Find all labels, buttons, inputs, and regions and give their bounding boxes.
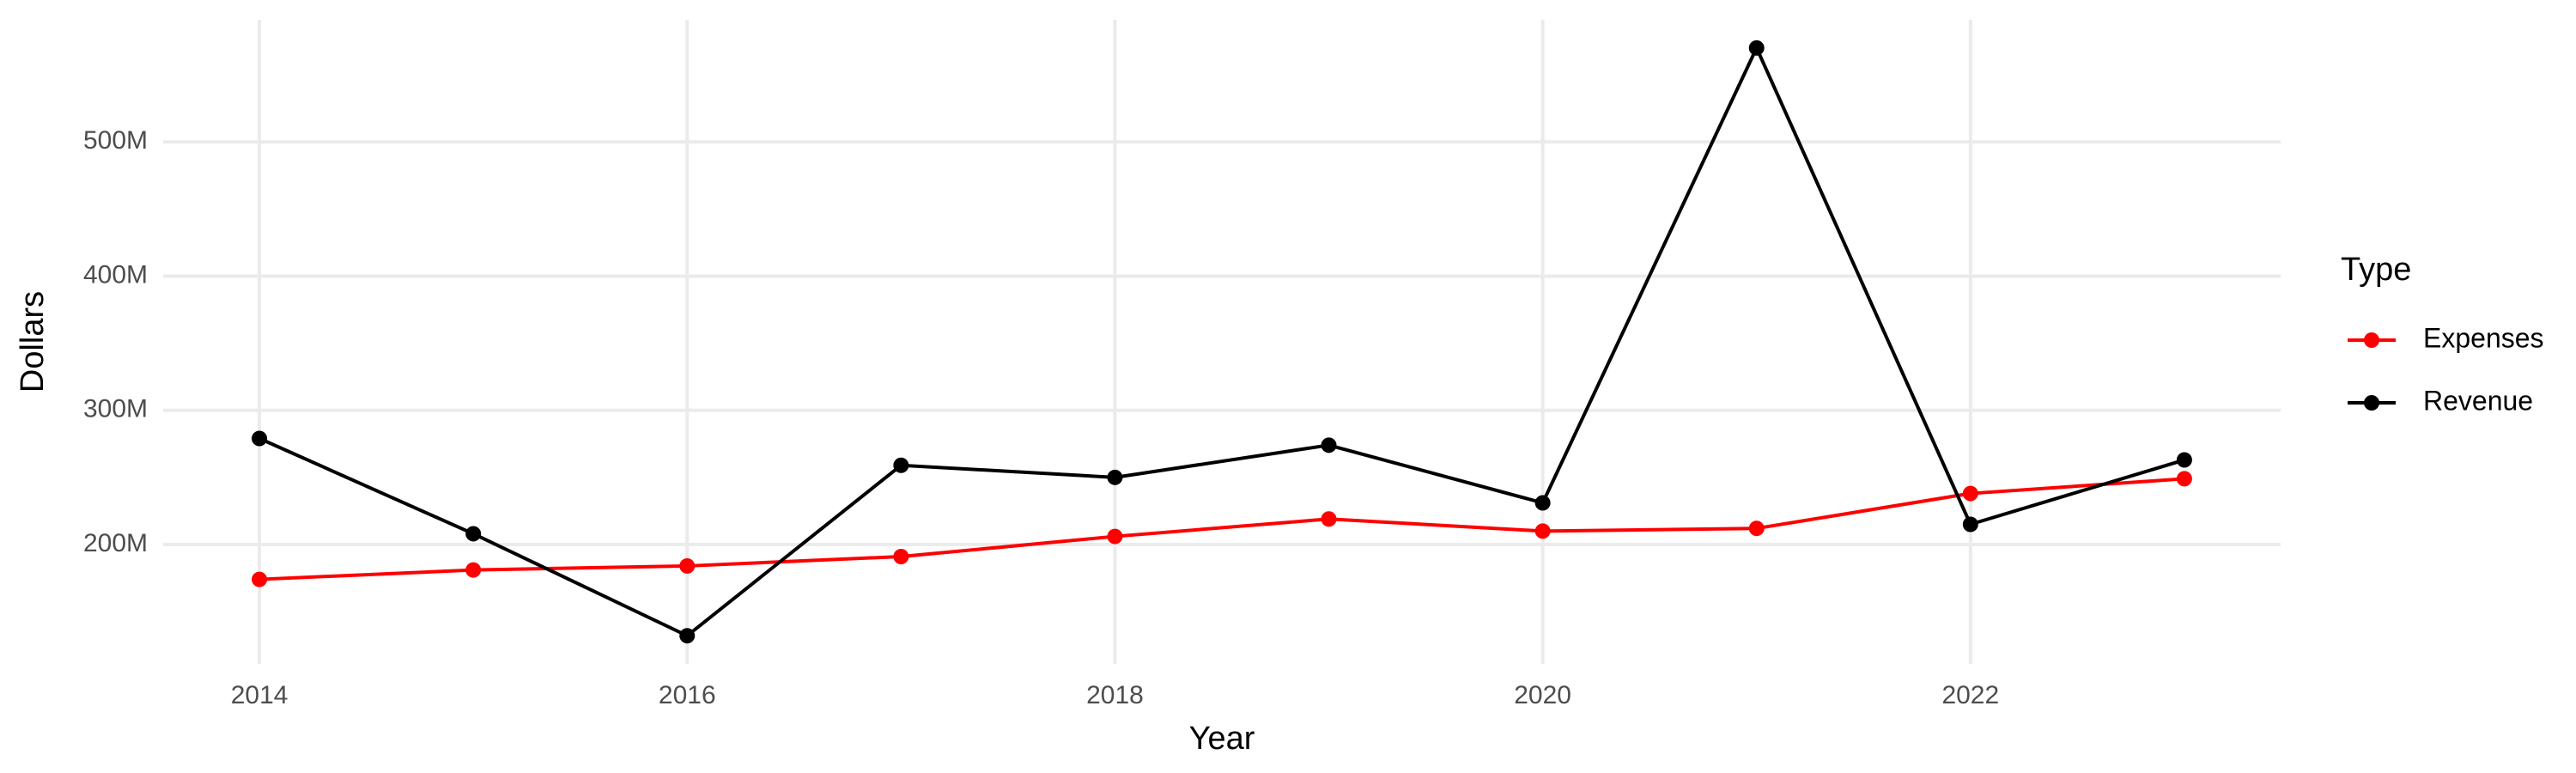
series-line bbox=[259, 477, 2185, 581]
x-tick-label: 2014 bbox=[231, 681, 289, 709]
y-tick-label: 300M bbox=[83, 395, 148, 423]
y-axis-title: Dollars bbox=[15, 291, 51, 393]
x-tick-label: 2018 bbox=[1086, 681, 1144, 709]
legend-title: Type bbox=[2341, 252, 2411, 288]
data-point bbox=[679, 628, 696, 644]
data-point bbox=[1534, 495, 1551, 511]
data-point bbox=[465, 526, 482, 542]
data-point bbox=[1962, 485, 1978, 502]
data-point bbox=[1748, 520, 1765, 537]
y-tick-label: 500M bbox=[83, 126, 148, 155]
data-point bbox=[2176, 471, 2192, 487]
data-point bbox=[1107, 528, 1123, 545]
data-point bbox=[893, 457, 909, 473]
legend-label: Revenue bbox=[2423, 385, 2533, 416]
series-line bbox=[258, 44, 2185, 638]
data-point bbox=[1321, 511, 1337, 527]
data-point bbox=[1107, 469, 1123, 485]
legend-label: Expenses bbox=[2423, 322, 2544, 353]
data-point bbox=[465, 562, 482, 578]
legend-marker bbox=[2364, 395, 2379, 411]
data-point bbox=[679, 557, 696, 574]
x-tick-label: 2020 bbox=[1514, 681, 1571, 709]
data-point bbox=[1748, 40, 1765, 56]
data-point bbox=[252, 571, 268, 587]
y-tick-label: 200M bbox=[83, 529, 148, 557]
y-tick-label: 400M bbox=[83, 260, 148, 289]
data-point bbox=[1321, 437, 1337, 453]
data-point bbox=[252, 430, 268, 447]
x-tick-label: 2022 bbox=[1941, 681, 1999, 709]
data-point bbox=[893, 549, 909, 564]
x-tick-label: 2016 bbox=[659, 681, 716, 709]
legend-marker bbox=[2364, 332, 2379, 348]
data-point bbox=[2176, 452, 2192, 468]
x-axis-title: Year bbox=[1189, 721, 1255, 757]
data-point bbox=[1534, 523, 1551, 539]
data-point bbox=[1962, 516, 1978, 533]
